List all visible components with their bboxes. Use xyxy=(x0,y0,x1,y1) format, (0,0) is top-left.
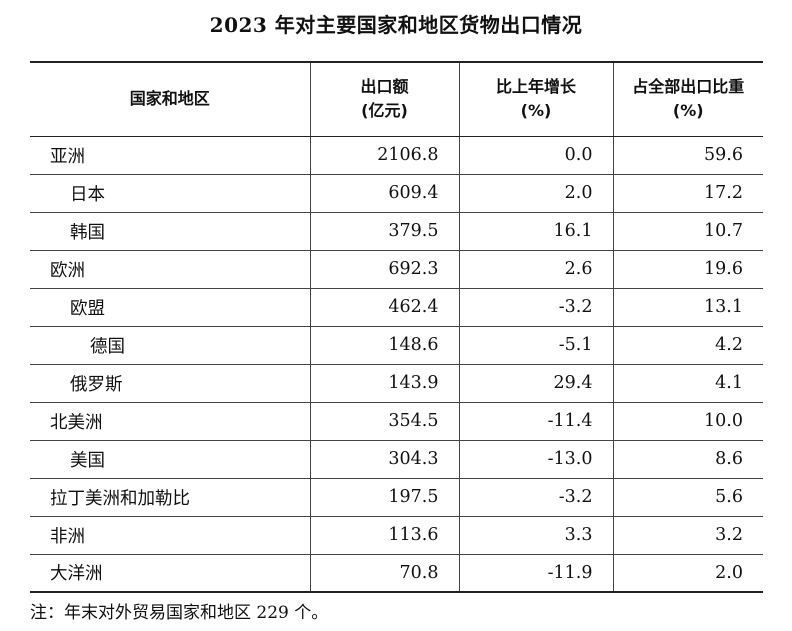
export-cell: 113.6 xyxy=(309,516,459,555)
header-export-unit: (亿元) xyxy=(361,101,408,121)
growth-cell: 0.0 xyxy=(458,136,613,175)
region-cell: 欧盟 xyxy=(30,288,310,327)
export-cell: 143.9 xyxy=(309,364,459,403)
share-cell: 13.1 xyxy=(612,288,763,327)
share-cell: 8.6 xyxy=(612,440,763,479)
share-cell: 10.7 xyxy=(612,212,763,251)
table-row: 拉丁美洲和加勒比 197.5 -3.2 5.6 xyxy=(30,478,763,517)
region-cell: 拉丁美洲和加勒比 xyxy=(30,478,310,517)
export-cell: 70.8 xyxy=(309,554,459,593)
region-cell: 非洲 xyxy=(30,516,310,555)
export-table: 国家和地区 出口额 (亿元) 比上年增长 (%) 占全部出口比重 (%) 亚洲 2… xyxy=(30,61,763,593)
table-title: 2023 年对主要国家和地区货物出口情况 xyxy=(209,13,583,37)
table-row: 北美洲 354.5 -11.4 10.0 xyxy=(30,402,763,441)
table-row: 亚洲 2106.8 0.0 59.6 xyxy=(30,136,763,175)
table-row: 欧盟 462.4 -3.2 13.1 xyxy=(30,288,763,327)
export-cell: 379.5 xyxy=(309,212,459,251)
export-cell: 2106.8 xyxy=(309,136,459,175)
share-cell: 10.0 xyxy=(612,402,763,441)
region-cell: 德国 xyxy=(30,326,310,365)
growth-cell: 2.0 xyxy=(458,174,613,213)
region-cell: 亚洲 xyxy=(30,136,310,175)
table-row: 德国 148.6 -5.1 4.2 xyxy=(30,326,763,365)
share-cell: 59.6 xyxy=(612,136,763,175)
header-share: 占全部出口比重 (%) xyxy=(612,61,763,137)
table-body: 亚洲 2106.8 0.0 59.6 日本 609.4 2.0 17.2 韩国 379.5 16.1… xyxy=(30,136,763,593)
share-cell: 5.6 xyxy=(612,478,763,517)
share-cell: 3.2 xyxy=(612,516,763,555)
export-cell: 197.5 xyxy=(309,478,459,517)
header-share-label: 占全部出口比重 xyxy=(632,77,745,97)
table-row: 俄罗斯 143.9 29.4 4.1 xyxy=(30,364,763,403)
table-row: 非洲 113.6 3.3 3.2 xyxy=(30,516,763,555)
growth-cell: -3.2 xyxy=(458,478,613,517)
growth-cell: -13.0 xyxy=(458,440,613,479)
region-cell: 俄罗斯 xyxy=(30,364,310,403)
region-cell: 美国 xyxy=(30,440,310,479)
growth-cell: 2.6 xyxy=(458,250,613,289)
share-cell: 4.2 xyxy=(612,326,763,365)
table-row: 日本 609.4 2.0 17.2 xyxy=(30,174,763,213)
table-row: 韩国 379.5 16.1 10.7 xyxy=(30,212,763,251)
export-cell: 354.5 xyxy=(309,402,459,441)
header-export-label: 出口额 xyxy=(360,77,409,97)
growth-cell: 3.3 xyxy=(458,516,613,555)
share-cell: 19.6 xyxy=(612,250,763,289)
footnote: 注：年末对外贸易国家和地区 229 个。 xyxy=(30,603,329,623)
growth-cell: 29.4 xyxy=(458,364,613,403)
growth-cell: -5.1 xyxy=(458,326,613,365)
table-row: 欧洲 692.3 2.6 19.6 xyxy=(30,250,763,289)
export-cell: 304.3 xyxy=(309,440,459,479)
growth-cell: -11.4 xyxy=(458,402,613,441)
region-cell: 韩国 xyxy=(30,212,310,251)
header-region: 国家和地区 xyxy=(30,61,310,137)
region-cell: 大洋洲 xyxy=(30,554,310,593)
share-cell: 2.0 xyxy=(612,554,763,593)
region-cell: 欧洲 xyxy=(30,250,310,289)
export-cell: 148.6 xyxy=(309,326,459,365)
header-row: 国家和地区 出口额 (亿元) 比上年增长 (%) 占全部出口比重 (%) xyxy=(30,61,763,137)
region-cell: 北美洲 xyxy=(30,402,310,441)
export-cell: 462.4 xyxy=(309,288,459,327)
header-growth-label: 比上年增长 xyxy=(495,77,576,97)
header-export: 出口额 (亿元) xyxy=(309,61,459,137)
header-growth: 比上年增长 (%) xyxy=(458,61,613,137)
growth-cell: -11.9 xyxy=(458,554,613,593)
table-row: 大洋洲 70.8 -11.9 2.0 xyxy=(30,554,763,593)
export-cell: 609.4 xyxy=(309,174,459,213)
header-growth-unit: (%) xyxy=(520,101,552,121)
growth-cell: -3.2 xyxy=(458,288,613,327)
growth-cell: 16.1 xyxy=(458,212,613,251)
export-cell: 692.3 xyxy=(309,250,459,289)
region-cell: 日本 xyxy=(30,174,310,213)
share-cell: 4.1 xyxy=(612,364,763,403)
table-row: 美国 304.3 -13.0 8.6 xyxy=(30,440,763,479)
share-cell: 17.2 xyxy=(612,174,763,213)
header-share-unit: (%) xyxy=(672,101,704,121)
